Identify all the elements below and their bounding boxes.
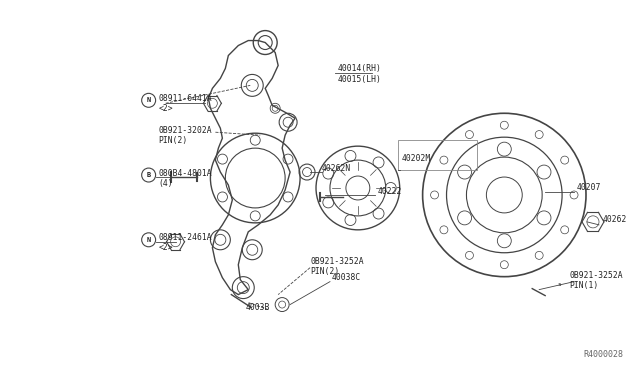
Text: PIN(1): PIN(1)	[569, 281, 598, 290]
Text: 08911-6441A: 08911-6441A	[159, 94, 212, 103]
Text: 40222: 40222	[378, 187, 402, 196]
Text: 40014(RH): 40014(RH)	[338, 64, 382, 73]
Text: (4): (4)	[159, 179, 173, 187]
Text: N: N	[147, 237, 151, 243]
Text: 080B4-4801A: 080B4-4801A	[159, 169, 212, 177]
Text: 40038C: 40038C	[332, 273, 361, 282]
Text: 0B921-3252A: 0B921-3252A	[569, 271, 623, 280]
Text: 40015(LH): 40015(LH)	[338, 75, 382, 84]
Text: 0B921-3202A: 0B921-3202A	[159, 126, 212, 135]
Text: R4000028: R4000028	[584, 350, 624, 359]
Text: B: B	[147, 172, 151, 178]
Text: <2>: <2>	[159, 104, 173, 113]
Text: N: N	[147, 97, 151, 103]
Text: 40262N: 40262N	[322, 164, 351, 173]
Text: 40262: 40262	[603, 215, 627, 224]
Text: 08911-2461A: 08911-2461A	[159, 233, 212, 242]
Text: PIN(2): PIN(2)	[159, 136, 188, 145]
Text: <2>: <2>	[159, 243, 173, 252]
Text: s: s	[557, 282, 561, 287]
Text: 0B921-3252A: 0B921-3252A	[310, 257, 364, 266]
Text: 40207: 40207	[577, 183, 602, 192]
Text: PIN(2): PIN(2)	[310, 267, 339, 276]
Text: 4003B: 4003B	[245, 303, 269, 312]
Text: 40202M: 40202M	[402, 154, 431, 163]
